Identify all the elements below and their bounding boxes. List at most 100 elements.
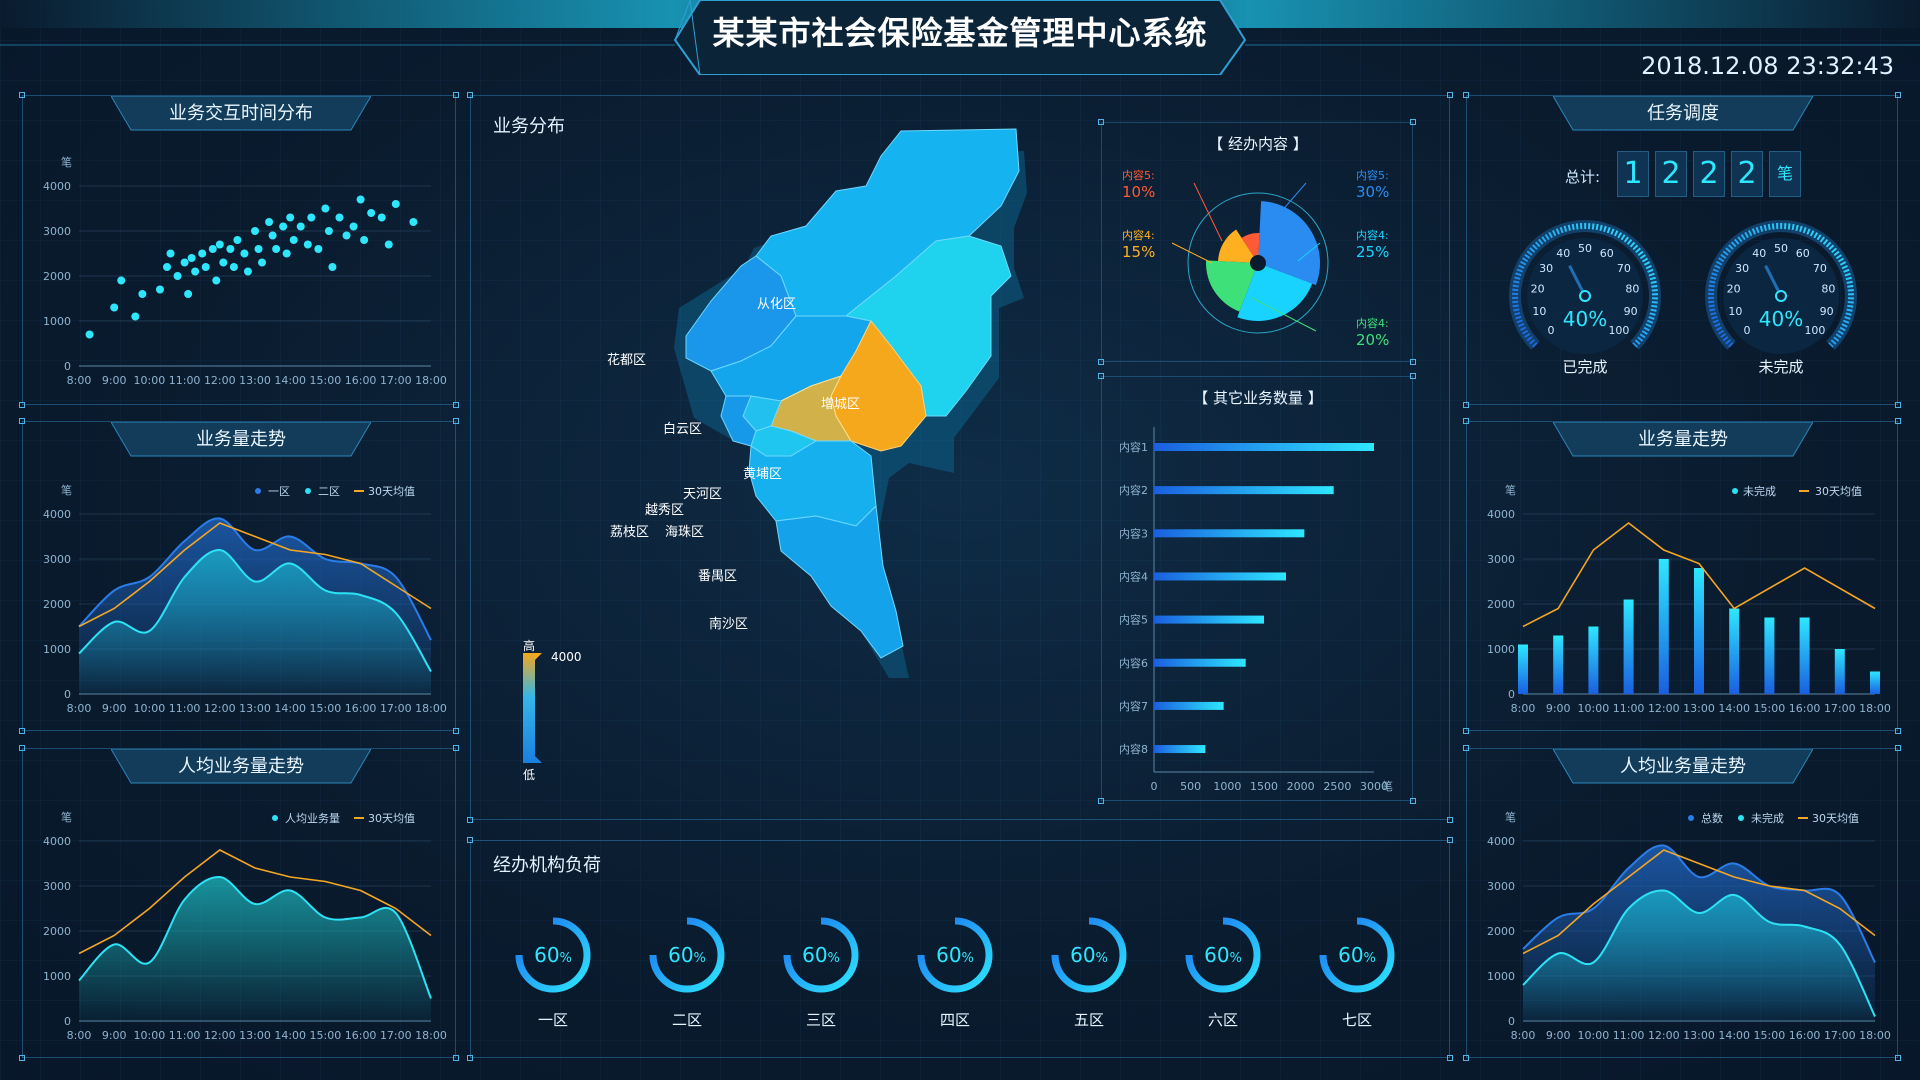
x-tick-label: 1500 (1250, 780, 1278, 793)
x-tick-label: 8:00 (67, 1029, 92, 1042)
x-tick-label: 13:00 (239, 702, 271, 715)
panel-title: 业务交互时间分布 (169, 103, 313, 124)
x-tick-label: 13:00 (239, 1029, 271, 1042)
pie-label: 内容4: (1356, 316, 1389, 330)
x-tick-label: 2500 (1323, 780, 1351, 793)
scatter-point (328, 263, 337, 271)
pie-value: 30% (1356, 183, 1389, 201)
scatter-point (173, 272, 182, 280)
panel-corner (1098, 798, 1104, 804)
scatter-point (321, 204, 330, 213)
x-tick-label: 17:00 (1824, 702, 1856, 715)
scatter-point (212, 276, 221, 285)
scatter-point (163, 263, 171, 271)
bar-category-label: 内容7 (1119, 699, 1148, 713)
panel-corner (1410, 373, 1416, 379)
gauge-tick-label: 60 (1796, 247, 1810, 260)
panel-corner (1895, 402, 1901, 408)
x-tick-label: 16:00 (345, 1029, 377, 1042)
bar (1799, 617, 1810, 694)
district-label: 天河区 (683, 487, 722, 502)
scale-low-label: 低 (523, 768, 535, 782)
y-tick-label: 0 (1508, 688, 1515, 701)
gauge-label: 未完成 (1758, 358, 1803, 376)
pie-label: 内容5: (1122, 168, 1155, 182)
load-ring (1319, 917, 1395, 993)
panel-tab: 业务量走势 (111, 422, 371, 458)
pie-chart: 内容5:10%内容4:15%内容5:30%内容4:25%内容4:20% (1122, 168, 1389, 349)
datetime-display: 2018.12.08 23:32:43 (1641, 52, 1894, 80)
district-liwan[interactable] (720, 395, 757, 447)
pie-leader-line (1251, 297, 1317, 332)
x-tick-label: 15:00 (1754, 1029, 1786, 1042)
panel-title: 人均业务量走势 (1620, 756, 1746, 777)
load-percent-sign: % (1364, 951, 1376, 966)
bar (1154, 572, 1286, 581)
y-tick-label: 2000 (1487, 925, 1515, 938)
legend-label: 未完成 (1751, 811, 1784, 825)
load-value: 60% (534, 943, 572, 967)
pie-slice (1241, 233, 1260, 263)
legend-swatch (1688, 815, 1694, 821)
scatter-point (208, 245, 217, 253)
bar (1154, 701, 1224, 710)
area-chart-business: 笔 0 1000 2000 3000 4000 8:00 9:00 10:00 11:00 12:0… (43, 483, 447, 715)
panel-corner (1463, 418, 1469, 424)
scatter-point (335, 213, 344, 222)
district-nansha[interactable] (775, 504, 904, 659)
scatter-point (324, 227, 333, 235)
y-tick-label: 4000 (43, 180, 71, 193)
y-tick-label: 3000 (43, 553, 71, 566)
load-label: 四区 (940, 1011, 970, 1029)
x-tick-label: 10:00 (1578, 1029, 1610, 1042)
scatter-point (409, 218, 418, 226)
x-tick-label: 17:00 (380, 702, 412, 715)
gauge-tick-label: 0 (1548, 324, 1555, 337)
bar (1154, 486, 1334, 495)
y-tick-label: 4000 (1487, 835, 1515, 848)
x-tick-label: 13:00 (1683, 1029, 1715, 1042)
series-area (79, 549, 431, 694)
panel-title: 人均业务量走势 (178, 756, 304, 777)
district-label: 增城区 (821, 397, 860, 412)
y-tick-label: 3000 (43, 225, 71, 238)
scatter-point (191, 267, 200, 276)
x-tick-label: 15:00 (310, 1029, 342, 1042)
pie-leader-line (1171, 242, 1213, 264)
x-tick-label: 1000 (1213, 780, 1241, 793)
bar (1518, 644, 1528, 694)
gauge-tick-label: 50 (1774, 242, 1788, 255)
bar (1694, 568, 1704, 694)
panel-corner (1895, 1055, 1901, 1061)
load-title: 经办机构负荷 (493, 855, 601, 876)
bar (1154, 529, 1305, 538)
pie-slice (1258, 201, 1320, 286)
y-tick-label: 0 (64, 688, 71, 701)
total-label: 总计: (1565, 168, 1601, 186)
x-tick-label: 11:00 (1613, 1029, 1645, 1042)
bar-title: 【 其它业务数量 】 (1193, 389, 1323, 407)
panel-corner (453, 728, 459, 734)
pie-label: 内容4: (1356, 228, 1389, 242)
scatter-point (307, 213, 316, 222)
pie-outer-ring (1187, 192, 1329, 334)
district-label: 荔枝区 (610, 525, 649, 540)
panel-corner (19, 745, 25, 751)
load-value: 60% (1070, 943, 1108, 967)
panel-pie: 【 经办内容 】 内容5: 10% 内容4: 15% 内容5: 30% 内容4: 25% 内容4… (1098, 119, 1416, 365)
load-value: 60% (936, 943, 974, 967)
bar (1729, 608, 1740, 694)
x-tick-label: 15:00 (310, 702, 342, 715)
scatter-point (187, 254, 196, 262)
average-line (1522, 849, 1876, 955)
panel-business-trend-right: 业务量走势 笔 0 1000 2000 3000 4000 8:00 9:00 10:00 11:… (1463, 418, 1901, 734)
bar (1588, 626, 1599, 694)
scatter-point (180, 258, 189, 267)
panel-corner (1410, 359, 1416, 365)
x-tick-label: 10:00 (1578, 702, 1610, 715)
x-tick-label: 14:00 (274, 702, 306, 715)
legend-label: 未完成 (1743, 484, 1776, 498)
legend-label: 30天均值 (1815, 485, 1862, 498)
load-label: 一区 (538, 1011, 568, 1029)
